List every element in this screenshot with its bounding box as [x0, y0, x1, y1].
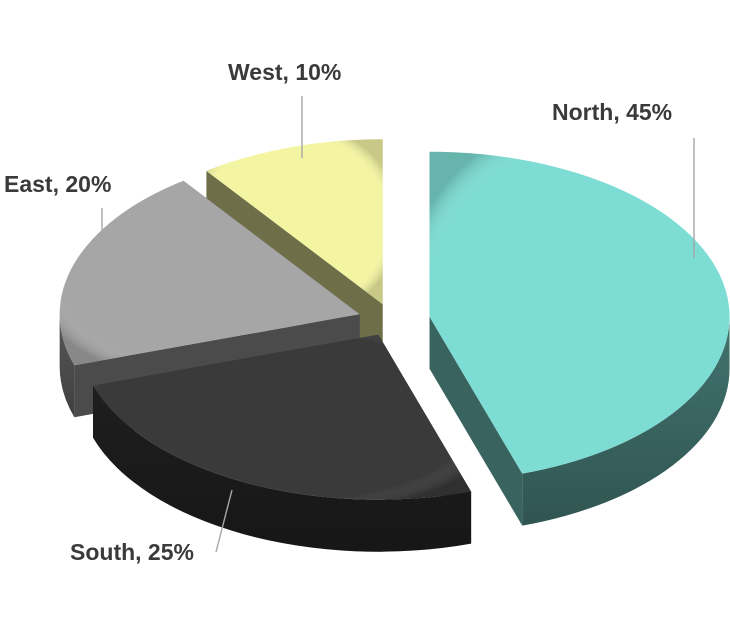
data-label-east: East, 20% — [4, 171, 111, 197]
pie-slice-south — [93, 334, 472, 552]
leader-line-south — [215, 489, 233, 553]
labels-layer: North, 45% South, 25% East, 20% West, 10% — [4, 59, 695, 565]
pie-slice-side-shade — [59, 314, 75, 418]
pie-slice-wall — [429, 316, 523, 526]
pie-slice-top-shade — [59, 180, 360, 366]
pie-slice-top-shade — [206, 139, 383, 305]
slices-layer — [59, 139, 730, 552]
pie-slice-side-shade — [93, 385, 472, 552]
data-label-west: West, 10% — [228, 59, 341, 85]
pie-slice-top-shade — [93, 334, 472, 500]
pie-slice-side-shade — [522, 316, 730, 526]
pie-slice-top-shade — [429, 151, 730, 474]
pie-slice-north — [429, 151, 730, 526]
data-label-south: South, 25% — [70, 539, 194, 565]
data-label-north: North, 45% — [552, 99, 672, 125]
